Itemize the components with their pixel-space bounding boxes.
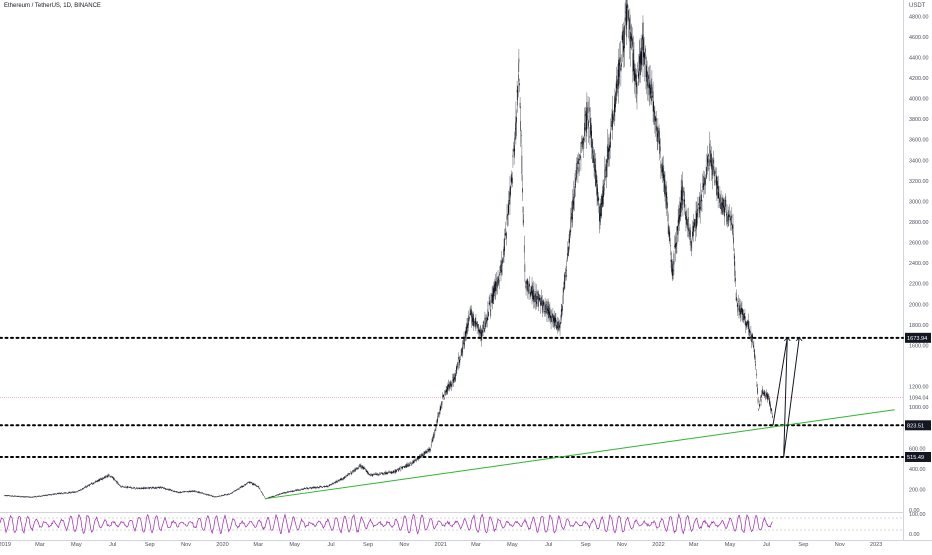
y-tick-label: 2000.00 bbox=[909, 302, 929, 308]
x-tick-label: Sep bbox=[581, 542, 591, 548]
level-label-box bbox=[905, 332, 931, 343]
y-tick-label: 4800.00 bbox=[909, 14, 929, 20]
x-tick-label: Mar bbox=[35, 542, 45, 548]
y-tick-label: 0.00 bbox=[909, 508, 920, 514]
projection-arrowhead bbox=[784, 337, 791, 342]
y-tick-label: 600.00 bbox=[909, 446, 926, 452]
price-series bbox=[4, 0, 773, 500]
x-tick-label: Sep bbox=[798, 542, 808, 548]
x-tick-label: Sep bbox=[363, 542, 373, 548]
y-tick-label: 3200.00 bbox=[909, 179, 929, 185]
x-tick-label: May bbox=[725, 542, 736, 548]
x-tick-label: 2020 bbox=[216, 542, 228, 548]
last-price-label: 1094.04 bbox=[909, 395, 929, 401]
price-unit-label: USDT bbox=[909, 3, 926, 9]
x-tick-label: 2022 bbox=[652, 542, 664, 548]
x-tick-label: Nov bbox=[399, 542, 409, 548]
x-tick-label: 2019 bbox=[0, 542, 11, 548]
y-axis: 4800.00 4600.00 4400.00 4200.00 4000.00 3800.… bbox=[0, 0, 932, 541]
oscillator-tick-label: 0.00 bbox=[909, 532, 920, 538]
x-tick-label: Jul bbox=[545, 542, 552, 548]
oscillator-line bbox=[0, 513, 773, 535]
trendline bbox=[265, 409, 895, 500]
y-tick-label: 4200.00 bbox=[909, 76, 929, 82]
projection-path bbox=[772, 337, 800, 458]
y-tick-label: 200.00 bbox=[909, 487, 926, 493]
horizontal-levels: 1094.04 1673.94 823.51 515.49 bbox=[0, 332, 931, 462]
y-tick-label: 3400.00 bbox=[909, 158, 929, 164]
x-tick-label: 2023 bbox=[870, 542, 882, 548]
x-tick-label: Jul bbox=[763, 542, 770, 548]
x-tick-label: Nov bbox=[181, 542, 191, 548]
x-tick-label: 2021 bbox=[435, 542, 447, 548]
x-tick-label: Jul bbox=[109, 542, 116, 548]
oscillator-tick-label: 100.00 bbox=[909, 512, 926, 518]
x-tick-label: Mar bbox=[253, 542, 263, 548]
x-tick-label: Mar bbox=[471, 542, 481, 548]
oscillator-pane: 100.00 0.00 bbox=[0, 512, 926, 538]
x-tick-label: May bbox=[289, 542, 300, 548]
projection-arrowhead bbox=[795, 337, 803, 342]
y-tick-label: 2400.00 bbox=[909, 261, 929, 267]
x-tick-label: May bbox=[71, 542, 82, 548]
x-tick-label: Sep bbox=[145, 542, 155, 548]
y-tick-label: 1600.00 bbox=[909, 343, 929, 349]
x-axis: 2019 Mar May Jul Sep Nov 2020 Mar May Jul Sep Nov 20… bbox=[0, 542, 882, 548]
x-tick-label: Nov bbox=[835, 542, 845, 548]
y-tick-label: 1800.00 bbox=[909, 323, 929, 329]
y-tick-label: 3000.00 bbox=[909, 199, 929, 205]
y-tick-label: 1000.00 bbox=[909, 405, 929, 411]
level-label-box bbox=[905, 420, 931, 431]
level-label: 1673.94 bbox=[907, 336, 927, 342]
y-tick-label: 4600.00 bbox=[909, 35, 929, 41]
y-tick-label: 3800.00 bbox=[909, 117, 929, 123]
y-tick-label: 4400.00 bbox=[909, 55, 929, 61]
y-tick-label: 1200.00 bbox=[909, 385, 929, 391]
projection-group bbox=[772, 337, 803, 458]
x-tick-label: Mar bbox=[689, 542, 699, 548]
level-label: 823.51 bbox=[907, 423, 924, 429]
chart-title: Ethereum / TetherUS, 1D, BINANCE bbox=[4, 3, 101, 9]
y-tick-label: 2600.00 bbox=[909, 241, 929, 247]
y-tick-label: 4000.00 bbox=[909, 97, 929, 103]
y-tick-label: 2200.00 bbox=[909, 282, 929, 288]
y-tick-label: 400.00 bbox=[909, 467, 926, 473]
x-tick-label: Jul bbox=[327, 542, 334, 548]
level-label: 515.49 bbox=[907, 455, 924, 461]
candle-bodies bbox=[4, 3, 773, 500]
x-tick-label: May bbox=[507, 542, 518, 548]
trendline-group bbox=[265, 409, 895, 500]
y-tick-label: 2800.00 bbox=[909, 220, 929, 226]
y-tick-label: 3600.00 bbox=[909, 138, 929, 144]
x-tick-label: Nov bbox=[617, 542, 627, 548]
level-label-box bbox=[905, 451, 931, 462]
